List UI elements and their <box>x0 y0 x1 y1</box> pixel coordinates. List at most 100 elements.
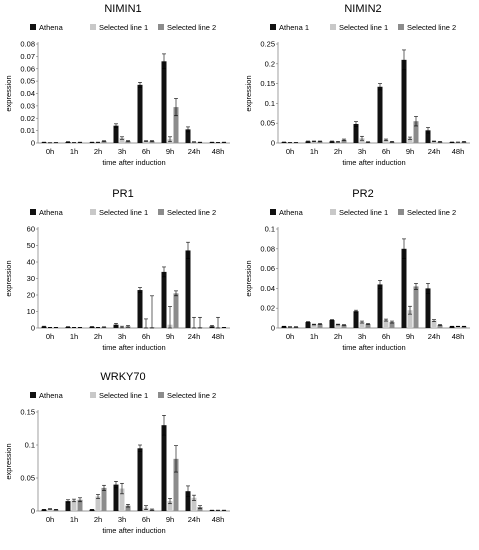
bar <box>149 141 155 143</box>
x-axis-label: time after induction <box>342 343 405 352</box>
chart-svg-pr2: PR2 Athena Selected line 1 Selected line 2 0… <box>244 188 470 352</box>
y-tick-label: 0.04 <box>20 89 35 98</box>
chart-svg-nimin2: NIMIN2 Athena 1 Selected line 1 Selected li… <box>244 3 470 167</box>
chart-panel-pr2: PR2 Athena Selected line 1 Selected line 2 0… <box>240 185 478 365</box>
y-tick-label: 30 <box>27 274 35 283</box>
bar <box>305 322 311 328</box>
chart-title: WRKY70 <box>100 371 145 383</box>
x-tick-label: 6h <box>382 332 390 341</box>
bar <box>53 509 59 511</box>
legend-label: Selected line 2 <box>407 23 456 32</box>
legend-label: Athena <box>39 208 64 217</box>
y-tick-label: 0 <box>31 507 35 516</box>
legend-swatch <box>330 24 336 30</box>
bar <box>173 107 179 143</box>
bar <box>143 141 149 143</box>
bar <box>359 322 365 328</box>
bar <box>389 322 395 328</box>
bar <box>137 448 143 511</box>
bar <box>377 86 383 143</box>
x-tick-label: 48h <box>212 515 225 524</box>
x-axis-label: time after induction <box>102 526 165 535</box>
legend-swatch <box>158 24 164 30</box>
legend-label: Selected line 2 <box>167 391 216 400</box>
y-tick-label: 0 <box>271 324 275 333</box>
bar <box>311 141 317 143</box>
chart-svg-nimin1: NIMIN1 Athena Selected line 1 Selected line… <box>4 3 230 167</box>
bar <box>65 501 71 511</box>
bar <box>113 324 119 328</box>
chart-title: PR1 <box>112 188 133 200</box>
y-tick-label: 0.06 <box>20 64 35 73</box>
y-tick-label: 0.02 <box>260 304 275 313</box>
bar <box>383 320 389 328</box>
y-tick-label: 0.1 <box>265 225 275 234</box>
chart-panel-nimin1: NIMIN1 Athena Selected line 1 Selected line… <box>0 0 238 180</box>
y-tick-label: 40 <box>27 258 35 267</box>
y-axis-label: expression <box>4 260 13 296</box>
chart-title: NIMIN2 <box>344 3 381 15</box>
bar <box>407 310 413 328</box>
bar <box>425 288 431 328</box>
x-tick-label: 9h <box>166 332 174 341</box>
bar <box>161 271 167 328</box>
bar <box>305 141 311 143</box>
x-tick-label: 3h <box>118 515 126 524</box>
chart-svg-wrky70: WRKY70 Athena Selected line 1 Selected line… <box>4 371 230 535</box>
y-tick-label: 10 <box>27 307 35 316</box>
x-tick-label: 3h <box>118 147 126 156</box>
bar <box>281 326 287 328</box>
y-tick-label: 0.01 <box>20 126 35 135</box>
x-tick-label: 24h <box>188 147 201 156</box>
x-tick-label: 0h <box>46 332 54 341</box>
x-tick-label: 0h <box>46 515 54 524</box>
y-tick-label: 0.07 <box>20 52 35 61</box>
bar <box>173 293 179 328</box>
bar <box>161 425 167 511</box>
x-axis-label: time after induction <box>342 158 405 167</box>
bar <box>341 325 347 328</box>
x-tick-label: 3h <box>358 147 366 156</box>
y-tick-label: 0.1 <box>25 441 35 450</box>
y-tick-label: 0.25 <box>260 40 275 49</box>
y-tick-label: 0.05 <box>20 77 35 86</box>
bar <box>437 325 443 328</box>
bar <box>185 250 191 328</box>
bar <box>449 326 455 328</box>
x-tick-label: 24h <box>428 147 441 156</box>
bar <box>359 138 365 143</box>
bar <box>335 324 341 328</box>
bar <box>413 121 419 143</box>
x-tick-label: 2h <box>334 332 342 341</box>
chart-title: PR2 <box>352 188 373 200</box>
legend-swatch <box>330 209 336 215</box>
bar <box>401 248 407 328</box>
chart-title: NIMIN1 <box>104 3 141 15</box>
x-tick-label: 9h <box>406 332 414 341</box>
bar <box>173 458 179 511</box>
x-tick-label: 3h <box>118 332 126 341</box>
legend-label: Athena <box>279 208 304 217</box>
legend-swatch <box>158 209 164 215</box>
legend-label: Selected line 2 <box>167 208 216 217</box>
x-tick-label: 1h <box>70 515 78 524</box>
bar <box>137 84 143 143</box>
legend-swatch <box>90 24 96 30</box>
x-tick-label: 9h <box>166 515 174 524</box>
x-tick-label: 48h <box>212 147 225 156</box>
chart-panel-wrky70: WRKY70 Athena Selected line 1 Selected line… <box>0 368 238 548</box>
x-tick-label: 24h <box>188 515 201 524</box>
bar <box>401 59 407 144</box>
x-tick-label: 9h <box>166 147 174 156</box>
legend-swatch <box>90 392 96 398</box>
bar <box>413 286 419 328</box>
bar <box>329 141 335 143</box>
bar <box>101 141 107 143</box>
y-tick-label: 0.05 <box>20 474 35 483</box>
x-tick-label: 24h <box>188 332 201 341</box>
bar <box>461 326 467 328</box>
legend-swatch <box>398 209 404 215</box>
bar <box>377 284 383 328</box>
x-tick-label: 1h <box>310 332 318 341</box>
bar <box>47 509 53 511</box>
